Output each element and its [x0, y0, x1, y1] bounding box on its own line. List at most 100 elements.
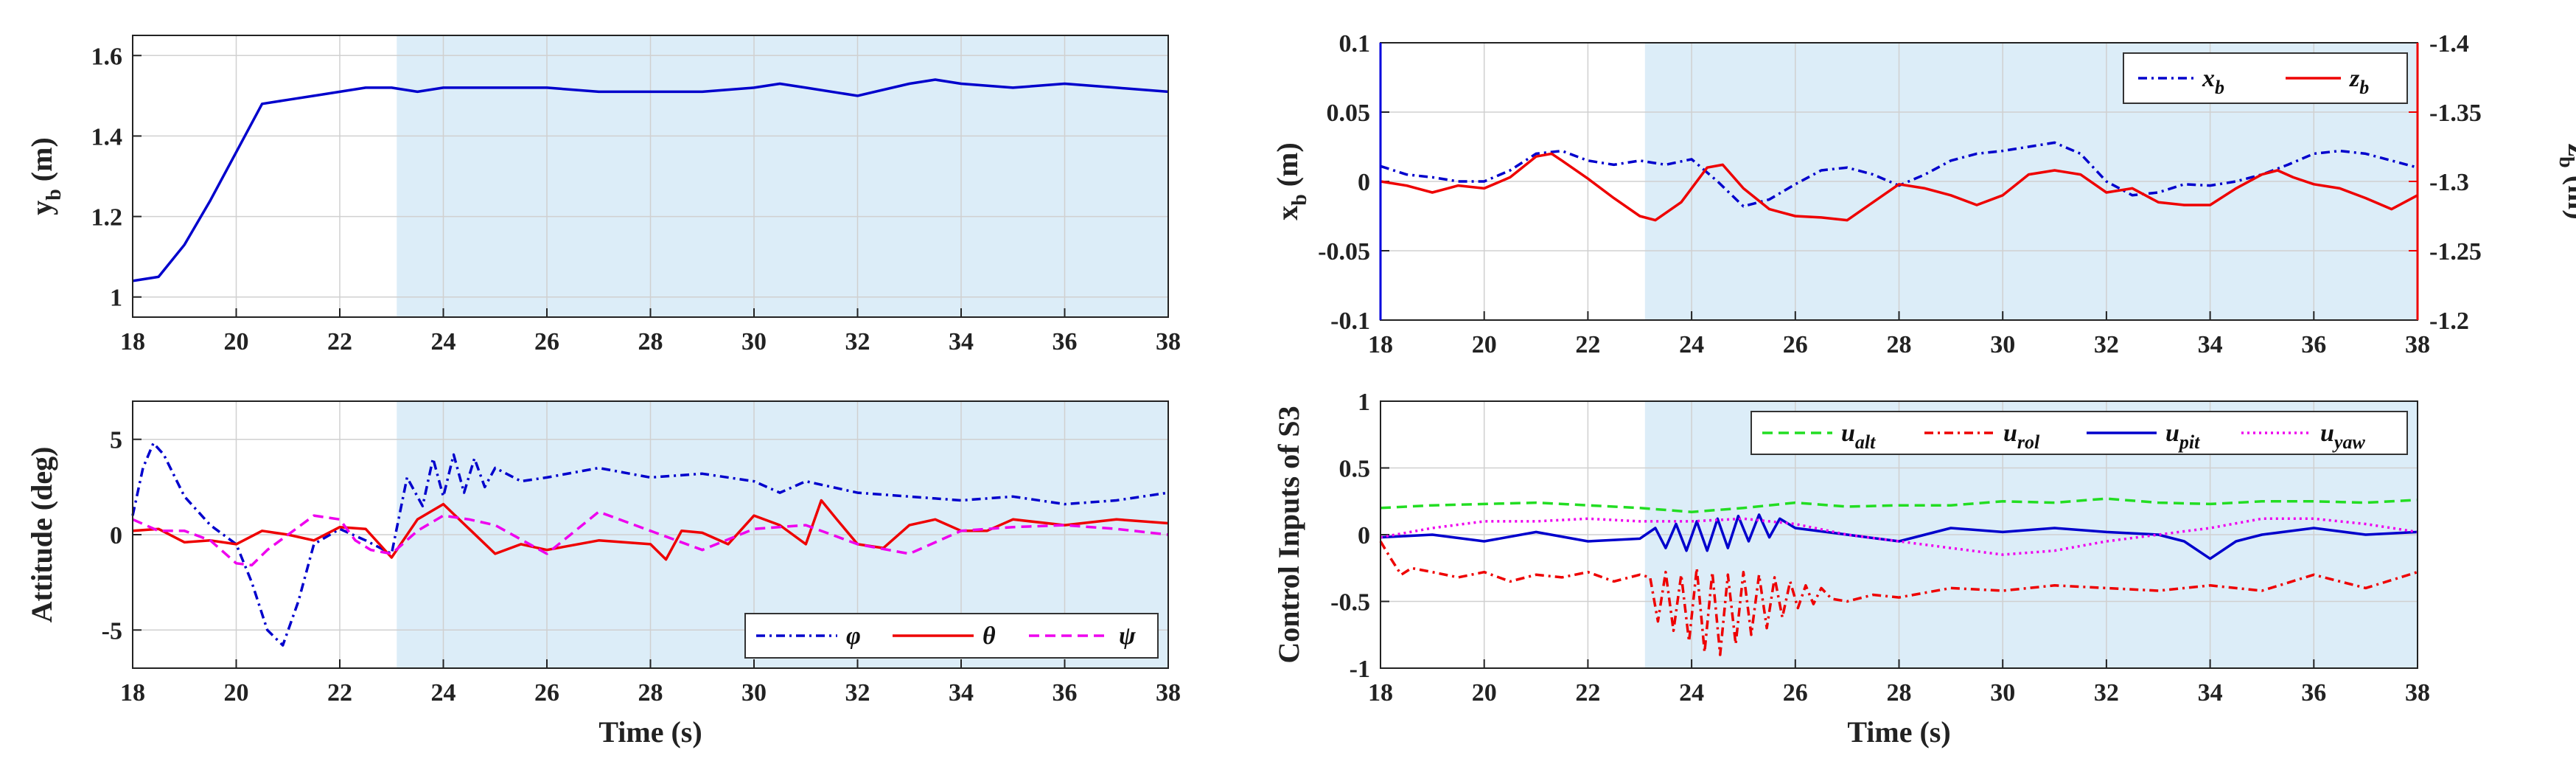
x-tick-label: 32 [2094, 679, 2119, 707]
y-tick-label: 0 [1358, 522, 1370, 549]
axes-frame [132, 400, 1169, 669]
series-line-u-pit [1380, 513, 2418, 560]
x-tick-label: 38 [1156, 679, 1181, 707]
legend-box [1751, 411, 2408, 455]
panel-control-inputs: 18 20 22 24 26 28 30 32 34 36 38 -1 -0.5 0 0.5 1 Time (s… [1272, 389, 2430, 749]
axes-frame [1380, 400, 2418, 669]
series-line-phi [131, 442, 1169, 647]
x-tick-label: 28 [638, 328, 663, 355]
y-axis-label-sub: b [43, 189, 66, 201]
legend-label-main: φ [846, 622, 861, 650]
x-tick-label: 20 [224, 328, 249, 355]
y-axis-label: Control Inputs of S3 [1272, 406, 1305, 663]
x-tick-label: 36 [2301, 331, 2326, 358]
x-tick-label: 24 [431, 679, 456, 707]
x-tick-label: 34 [949, 328, 974, 355]
legend-label: θ [982, 622, 996, 650]
x-tick-label: 20 [1472, 679, 1497, 707]
series-line-theta [132, 499, 1169, 561]
y-tick-label: 0.1 [1339, 30, 1371, 58]
y2-axis-label-unit: (m) [2562, 168, 2576, 220]
legend-label: urol [2003, 420, 2040, 453]
legend-label-main: u [2165, 420, 2179, 447]
x-tick-label: 30 [741, 679, 767, 707]
x-tick-label: 26 [534, 328, 559, 355]
y-tick-label: 1.4 [91, 123, 123, 150]
x-tick-label: 28 [1887, 331, 1912, 358]
y2-tick-label: -1.2 [2429, 308, 2469, 335]
legend-label-sub: yaw [2332, 431, 2366, 453]
x-tick-label: 28 [1887, 679, 1912, 707]
legend-label: uyaw [2320, 420, 2365, 453]
y-axis-label-unit: (m) [1271, 142, 1304, 194]
y2-tick-label: -1.4 [2429, 30, 2469, 58]
x-tick-label: 18 [1368, 679, 1393, 707]
y2-axis-label-main: z [2562, 143, 2576, 156]
x-tick-label: 26 [534, 679, 559, 707]
y2-axis-label-sub: b [2555, 156, 2576, 168]
legend-label: upit [2165, 420, 2200, 453]
x-tick-label: 30 [1990, 679, 2015, 707]
x-axis-label: Time (s) [598, 715, 702, 749]
y-axis-label: xb (m) [1271, 142, 1311, 221]
x-tick-label: 26 [1783, 331, 1808, 358]
x-tick-label: 32 [2094, 331, 2119, 358]
legend-label: xb [2202, 65, 2224, 98]
y-tick-label: 1.2 [91, 204, 123, 232]
y-tick-label: -1 [1350, 656, 1370, 683]
x-tick-label: 22 [327, 328, 352, 355]
y-tick-label: 0 [110, 522, 122, 549]
y2-tick-label: -1.25 [2429, 238, 2482, 265]
legend-label-main: x [2202, 65, 2215, 92]
x-tick-label: 32 [845, 328, 870, 355]
x-tick-label: 22 [1575, 331, 1600, 358]
legend-label-main: u [2003, 420, 2017, 447]
y-tick-label: 0.05 [1327, 100, 1371, 127]
legend: xb zb [2123, 52, 2408, 104]
x-tick-label: 18 [120, 328, 145, 355]
y-tick-label: -5 [102, 617, 122, 645]
x-tick-label: 30 [741, 328, 767, 355]
x-tick-label: 36 [2301, 679, 2326, 707]
y-axis-label: Attitude (deg) [25, 447, 58, 623]
x-tick-label: 36 [1053, 328, 1078, 355]
y-axis-label-main: x [1271, 206, 1304, 221]
x-tick-label: 34 [2198, 331, 2223, 358]
x-tick-label: 28 [638, 679, 663, 707]
x-tick-label: 24 [1679, 331, 1704, 358]
legend-label-main: u [2320, 420, 2334, 447]
x-tick-label: 34 [2198, 679, 2223, 707]
y-tick-label: -0.05 [1318, 238, 1370, 265]
legend-box [2123, 52, 2408, 104]
legend-label: φ [846, 622, 861, 650]
x-tick-label: 18 [1368, 331, 1393, 358]
x-tick-label: 38 [2405, 331, 2430, 358]
legend-label: ψ [1119, 622, 1136, 650]
y2-tick-label: -1.3 [2429, 169, 2469, 196]
series-line-y-b [132, 78, 1169, 282]
y2-axis-label: zb (m) [2555, 143, 2576, 219]
y-tick-label: 1.6 [91, 43, 123, 70]
legend-label: zb [2349, 65, 2369, 98]
x-tick-label: 26 [1783, 679, 1808, 707]
legend-label-main: u [1841, 420, 1855, 447]
y-tick-label: 0 [1358, 169, 1370, 196]
legend-label-sub: alt [1855, 431, 1876, 453]
y-tick-label: -0.5 [1330, 589, 1370, 617]
y-axis-label-main: y [25, 201, 58, 215]
y-tick-label: 1 [110, 285, 122, 312]
x-tick-label: 22 [327, 679, 352, 707]
series-line-z-b [1380, 152, 2418, 222]
shaded-region [397, 35, 1168, 317]
panel-attitude: 18 20 22 24 26 28 30 32 34 36 38 -5 0 5 Time (s) Attitu… [25, 400, 1181, 749]
legend-label-main: θ [982, 622, 996, 650]
y-tick-label: 1 [1358, 389, 1370, 416]
x-tick-label: 34 [949, 679, 974, 707]
x-axis-label: Time (s) [1847, 715, 1950, 749]
y-tick-label: 5 [110, 427, 122, 454]
series-line-u-alt [1380, 497, 2418, 513]
legend-label-sub: pit [2178, 431, 2200, 453]
legend-label-sub: b [2359, 77, 2369, 98]
x-tick-label: 20 [224, 679, 249, 707]
x-tick-label: 30 [1990, 331, 2015, 358]
